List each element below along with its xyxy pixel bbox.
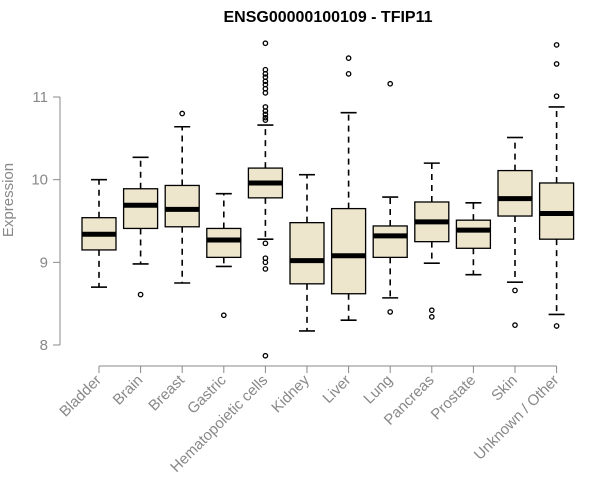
box-pancreas <box>414 162 450 320</box>
outlier-point <box>553 93 560 100</box>
box-rect <box>164 184 200 228</box>
outlier-point <box>262 266 269 272</box>
box-rect <box>206 227 242 259</box>
box-liver <box>330 55 367 322</box>
x-tick-label: Brain <box>110 372 147 409</box>
outlier-point <box>262 259 269 266</box>
outlier-point <box>262 78 269 85</box>
box-brain <box>122 156 159 298</box>
outlier-point <box>179 110 186 117</box>
outlier-point <box>553 61 560 67</box>
outlier-point <box>387 80 394 87</box>
outlier-point <box>345 55 352 61</box>
outlier-point <box>512 287 518 294</box>
box-gastric <box>206 192 242 319</box>
outlier-point <box>262 111 269 118</box>
x-tick-label: Lung <box>360 372 396 408</box>
box-prostate <box>455 202 492 276</box>
box-hematopoietic-cells <box>247 40 284 359</box>
outlier-point <box>387 309 394 315</box>
outlier-point <box>220 312 227 319</box>
y-tick-label: 11 <box>32 89 48 106</box>
y-axis: 8 9 10 11 <box>31 89 61 354</box>
outlier-point <box>262 117 269 123</box>
outlier-point <box>553 42 560 48</box>
box-rect <box>455 219 492 249</box>
outlier-point <box>262 40 269 47</box>
box-rect <box>372 225 408 259</box>
outlier-point <box>345 71 352 77</box>
outlier-point <box>262 352 269 359</box>
boxes-group <box>81 40 575 359</box>
box-kidney <box>289 173 325 332</box>
outlier-point <box>428 314 435 320</box>
y-tick-label: 8 <box>40 337 48 354</box>
x-tick-label: Liver <box>319 372 354 407</box>
outlier-point <box>262 108 269 114</box>
x-tick-label: Kidney <box>268 371 313 416</box>
y-tick-label: 9 <box>40 254 48 271</box>
y-tick-label: 10 <box>31 172 48 189</box>
x-tick-label: Bladder <box>56 372 105 421</box>
x-tick-label: Prostate <box>428 372 480 424</box>
outlier-point <box>262 114 269 121</box>
box-lung <box>372 80 408 315</box>
box-rect <box>330 207 367 295</box>
x-tick-label: Breast <box>145 371 188 414</box>
box-skin <box>497 136 533 329</box>
x-tick-label: Skin <box>488 372 521 405</box>
outlier-point <box>262 240 269 247</box>
chart-title: ENSG00000100109 - TFIP11 <box>223 9 432 26</box>
outlier-point <box>553 323 560 329</box>
box-breast <box>164 110 200 284</box>
box-rect <box>122 188 159 230</box>
outlier-point <box>137 291 144 298</box>
outlier-point <box>428 307 435 314</box>
outlier-point <box>262 90 269 96</box>
box-rect <box>497 169 533 217</box>
y-axis-title: Expression <box>0 163 17 237</box>
box-unknown-other <box>538 42 575 329</box>
outlier-point <box>262 71 269 77</box>
box-bladder <box>81 178 117 288</box>
outlier-point <box>512 322 518 329</box>
box-rect <box>289 222 325 285</box>
